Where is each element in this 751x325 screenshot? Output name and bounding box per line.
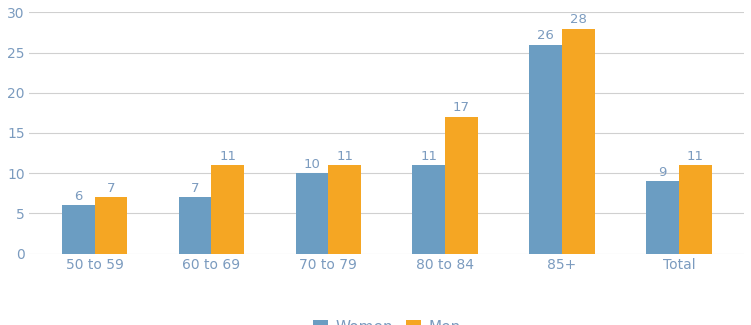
Text: 6: 6 xyxy=(74,190,83,203)
Bar xyxy=(296,173,328,254)
Bar xyxy=(445,117,478,254)
Bar xyxy=(412,165,445,254)
Text: 11: 11 xyxy=(421,150,437,163)
Text: 11: 11 xyxy=(219,150,237,163)
Bar xyxy=(529,45,562,254)
Text: 7: 7 xyxy=(107,182,115,195)
Text: 9: 9 xyxy=(659,166,667,179)
Bar xyxy=(62,205,95,254)
Text: 10: 10 xyxy=(303,158,321,171)
Legend: Women, Men: Women, Men xyxy=(306,314,467,325)
Text: 11: 11 xyxy=(686,150,704,163)
Bar xyxy=(646,181,679,254)
Text: 26: 26 xyxy=(537,29,554,42)
Text: 11: 11 xyxy=(336,150,353,163)
Bar xyxy=(212,165,244,254)
Bar xyxy=(95,197,128,254)
Bar xyxy=(328,165,361,254)
Text: 28: 28 xyxy=(570,13,587,26)
Text: 7: 7 xyxy=(191,182,199,195)
Bar xyxy=(679,165,712,254)
Bar xyxy=(179,197,212,254)
Text: 17: 17 xyxy=(453,101,470,114)
Bar xyxy=(562,29,595,254)
